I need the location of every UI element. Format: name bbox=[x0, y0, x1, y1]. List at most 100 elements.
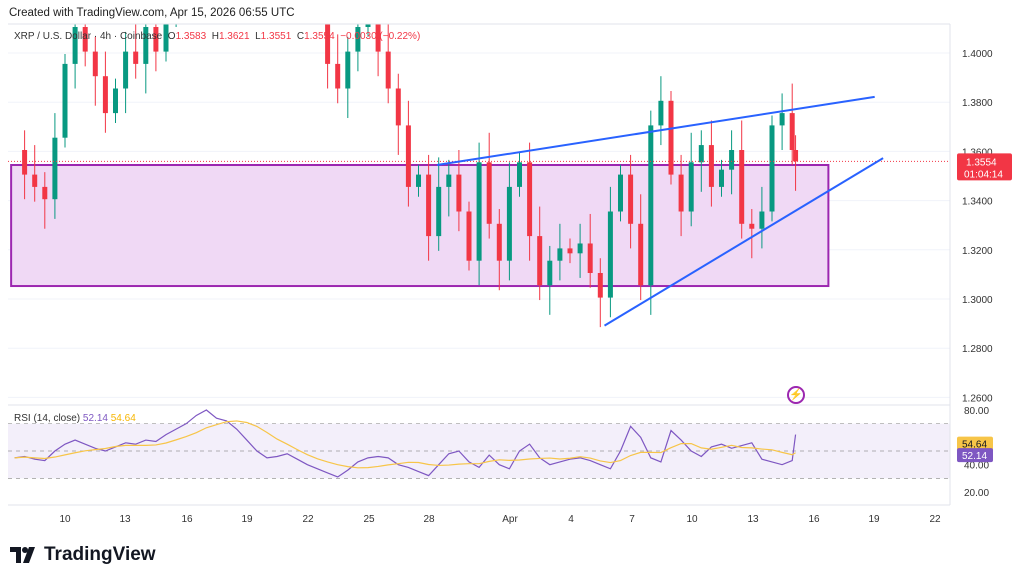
last-price-value: 1.3554 bbox=[966, 157, 997, 168]
rsi-axis-label: 20.00 bbox=[964, 488, 989, 499]
candle-body bbox=[436, 186, 442, 237]
candle-body bbox=[405, 125, 411, 187]
time-axis-label: 22 bbox=[929, 514, 941, 525]
time-axis-label: 13 bbox=[747, 514, 759, 525]
candle-body bbox=[638, 223, 644, 286]
candle-body bbox=[739, 150, 745, 224]
candle-body bbox=[345, 51, 351, 89]
candle-body bbox=[355, 27, 361, 52]
time-axis-label: 13 bbox=[119, 514, 131, 525]
candle-body bbox=[82, 27, 88, 52]
candle-body bbox=[607, 211, 613, 298]
header-mask bbox=[0, 0, 1024, 24]
candle-body bbox=[476, 162, 482, 261]
candle-body bbox=[557, 248, 563, 261]
open-value: 1.3583 bbox=[175, 31, 207, 42]
candle-body bbox=[92, 51, 98, 77]
candle-body bbox=[22, 150, 28, 175]
candle-body bbox=[527, 162, 533, 237]
candle-body bbox=[547, 260, 553, 286]
low-value: 1.3551 bbox=[260, 31, 292, 42]
candle-body bbox=[123, 51, 129, 89]
time-axis-label: 22 bbox=[302, 514, 314, 525]
rsi-ma-line bbox=[14, 420, 796, 469]
candle-body bbox=[708, 145, 714, 187]
candle-body bbox=[668, 100, 674, 175]
symbol-legend: XRP / U.S. Dollar · 4h · Coinbase O1.358… bbox=[14, 31, 420, 42]
rsi-axis-label: 40.00 bbox=[964, 461, 989, 472]
time-axis-label: 28 bbox=[423, 514, 435, 525]
candle-body bbox=[567, 248, 573, 254]
close-label: C bbox=[296, 31, 305, 42]
price-axis-label: 1.2800 bbox=[962, 344, 993, 355]
lower-trendline bbox=[603, 157, 884, 327]
candle-body bbox=[597, 273, 603, 298]
candle-body bbox=[163, 18, 169, 52]
candle-body bbox=[102, 76, 108, 114]
rsi-line bbox=[14, 409, 797, 478]
candle-body bbox=[779, 113, 785, 126]
candle-body bbox=[72, 27, 78, 64]
candle-body bbox=[688, 162, 694, 212]
last-price-badge bbox=[957, 153, 1012, 181]
candle-body bbox=[759, 211, 765, 229]
price-axis-label: 1.2600 bbox=[962, 393, 993, 404]
candle-body bbox=[113, 88, 118, 114]
candle-body bbox=[698, 145, 704, 163]
brand-name: TradingView bbox=[44, 544, 156, 565]
candle-body bbox=[658, 100, 664, 126]
candle-body bbox=[325, 18, 331, 64]
candle-body bbox=[537, 236, 543, 286]
rsi-ma-value: 54.64 bbox=[110, 413, 136, 424]
time-axis-label: 19 bbox=[868, 514, 880, 525]
rsi-label[interactable]: RSI (14, close) bbox=[14, 413, 81, 424]
candle-body bbox=[446, 174, 452, 187]
candle-body bbox=[496, 223, 502, 261]
time-axis-label: 7 bbox=[629, 514, 635, 525]
price-axis-label: 1.4000 bbox=[962, 49, 993, 60]
candle-body bbox=[577, 243, 583, 254]
upper-trendline bbox=[436, 95, 875, 166]
rsi-badge bbox=[957, 448, 993, 463]
open-label: O bbox=[167, 31, 176, 42]
candle-body bbox=[426, 174, 432, 237]
created-with-caption: Created with TradingView.com, Apr 15, 20… bbox=[9, 7, 295, 19]
high-value: 1.3621 bbox=[218, 31, 250, 42]
candle-body bbox=[517, 162, 522, 187]
candle-body bbox=[678, 174, 684, 212]
symbol-name[interactable]: XRP / U.S. Dollar · 4h · Coinbase bbox=[14, 31, 163, 42]
time-axis-label: 4 bbox=[568, 514, 574, 525]
candle-body bbox=[52, 137, 58, 200]
close-value: 1.3554 bbox=[304, 31, 335, 42]
candle-body bbox=[618, 174, 623, 212]
candle-body bbox=[769, 125, 775, 212]
time-axis-label: 16 bbox=[808, 514, 820, 525]
rsi-ma-badge-value: 54.64 bbox=[962, 440, 987, 451]
candle-body bbox=[335, 63, 341, 89]
candle-body bbox=[466, 211, 472, 261]
time-axis-label: 10 bbox=[59, 514, 71, 525]
tradingview-logo: TradingView bbox=[10, 544, 156, 566]
candle-body bbox=[729, 150, 735, 170]
time-axis-label: 16 bbox=[181, 514, 193, 525]
candle-body bbox=[719, 169, 724, 187]
lightning-icon[interactable]: ⚡ bbox=[787, 386, 805, 404]
rsi-axis-label: 80.00 bbox=[964, 406, 989, 417]
price-axis-label: 1.3600 bbox=[962, 147, 993, 158]
candle-body bbox=[789, 113, 795, 150]
candle-body bbox=[143, 27, 149, 64]
candle-body bbox=[486, 162, 492, 224]
candle-body bbox=[375, 18, 381, 52]
low-label: L bbox=[255, 31, 261, 42]
candle-body bbox=[62, 63, 68, 138]
change-value: −0.0030 (−0.22%) bbox=[340, 31, 421, 42]
time-axis-label: Apr bbox=[502, 514, 518, 525]
candle-body bbox=[395, 88, 401, 126]
candle-body bbox=[793, 150, 799, 162]
price-axis-label: 1.3000 bbox=[962, 295, 993, 306]
price-axis-label: 1.3400 bbox=[962, 197, 993, 208]
bar-countdown: 01:04:14 bbox=[964, 169, 1003, 180]
rsi-badge-value: 52.14 bbox=[962, 451, 987, 462]
candle-body bbox=[506, 186, 512, 261]
